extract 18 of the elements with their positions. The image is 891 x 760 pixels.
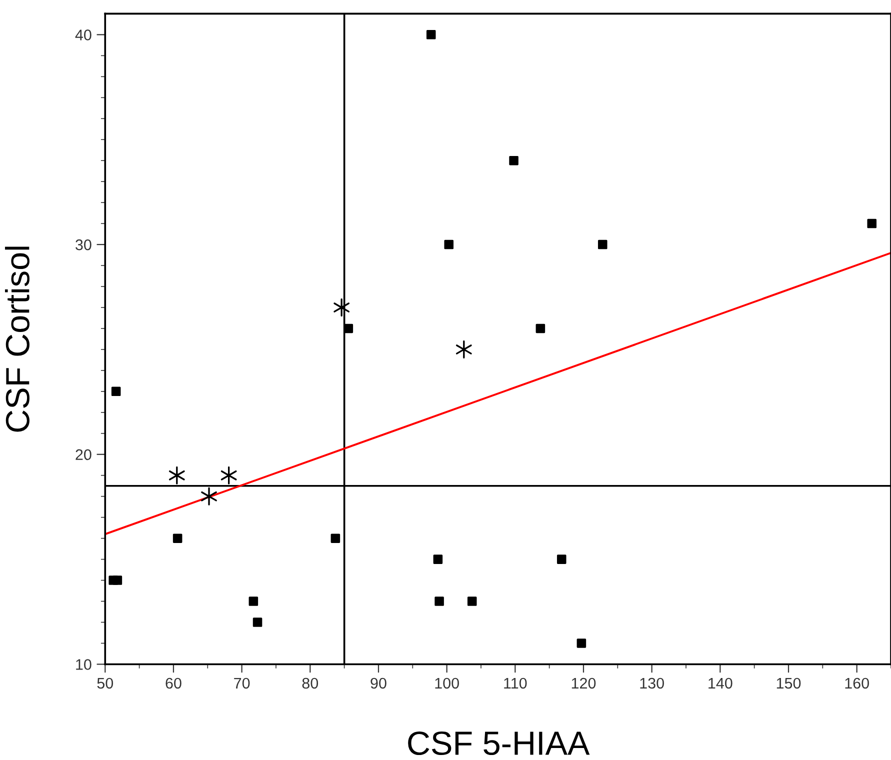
x-tick-label: 90: [370, 678, 386, 689]
x-axis-title: CSF 5-HIAA: [408, 731, 590, 756]
y-axis-title: CSF Cortisol: [4, 246, 30, 432]
x-tick-label: 110: [504, 678, 527, 689]
x-tick-label: 60: [166, 678, 182, 689]
x-tick-label: 140: [708, 678, 732, 689]
y-tick-label: 40: [75, 30, 92, 40]
x-tick-label: 100: [435, 678, 459, 689]
y-tick-label: 10: [76, 659, 92, 670]
y-tick-label: 20: [76, 449, 92, 460]
y-tick-label: 30: [76, 239, 92, 250]
x-tick-label: 120: [572, 678, 596, 689]
x-tick-label: 130: [640, 678, 664, 689]
x-tick-label: 50: [97, 678, 114, 689]
x-tick-label: 70: [234, 678, 250, 689]
x-tick-label: 150: [776, 678, 801, 689]
x-tick-label: 80: [302, 678, 318, 689]
x-tick-label: 160: [845, 678, 869, 689]
